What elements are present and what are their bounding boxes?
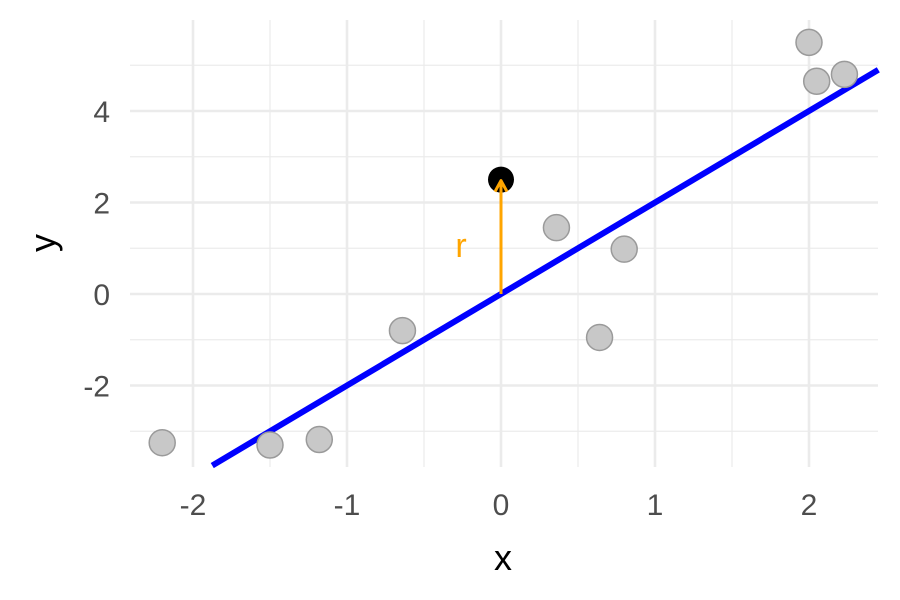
tick-labels: -2 -1 0 1 2 -2 0 2 4: [83, 96, 817, 522]
residual-layer: r: [455, 166, 514, 294]
y-tick-label: 2: [93, 188, 110, 221]
data-point: [148, 428, 176, 457]
data-point: [795, 28, 823, 57]
x-tick-label: 0: [493, 489, 510, 522]
x-tick-label: -2: [180, 489, 207, 522]
y-tick-label: -2: [83, 371, 110, 404]
regression-line-layer: [210, 67, 880, 469]
data-point: [388, 316, 417, 345]
x-tick-label: 1: [647, 489, 664, 522]
grid: [130, 20, 878, 467]
data-point: [610, 235, 638, 263]
residual-arrow-head: [493, 179, 509, 193]
regression-line: [210, 67, 880, 469]
data-point: [305, 425, 334, 454]
data-point: [585, 323, 614, 352]
data-point: [830, 60, 859, 89]
data-point: [256, 431, 284, 459]
y-axis-title: y: [22, 234, 63, 252]
data-point: [542, 213, 571, 242]
x-tick-label: -1: [334, 489, 361, 522]
residual-label: r: [455, 227, 466, 265]
x-tick-label: 2: [801, 489, 818, 522]
y-tick-label: 0: [93, 279, 110, 312]
data-point: [802, 67, 831, 96]
points-layer: [148, 28, 859, 459]
y-tick-label: 4: [93, 96, 110, 129]
x-axis-title: x: [494, 537, 512, 578]
